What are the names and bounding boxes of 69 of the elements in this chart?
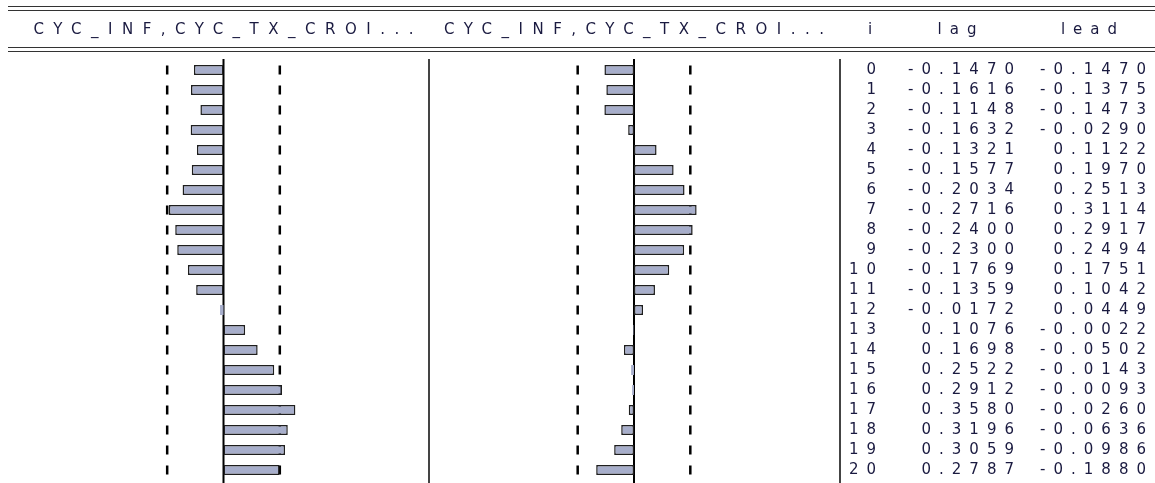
data-label: -0.1359 <box>908 279 1022 298</box>
y-tick-label: 19 <box>848 439 884 458</box>
y-tick-label: 0 <box>866 59 884 78</box>
y-tick-label: 13 <box>848 319 884 338</box>
data-label: -0.2716 <box>908 199 1022 218</box>
y-tick-label: 15 <box>848 359 884 378</box>
y-tick-label: 9 <box>866 239 884 258</box>
data-label: -0.2300 <box>908 239 1022 258</box>
data-label: -0.0636 <box>1040 419 1154 438</box>
data-label: 0.2917 <box>1053 219 1154 238</box>
data-label: 0.2787 <box>921 459 1022 478</box>
data-label: -0.2400 <box>908 219 1022 238</box>
y-tick-label: 17 <box>848 399 884 418</box>
data-label: 0.1122 <box>1053 139 1154 158</box>
data-label: 0.2494 <box>1053 239 1154 258</box>
y-tick-label: 18 <box>848 419 884 438</box>
y-tick-label: 8 <box>866 219 884 238</box>
data-label: 0.3059 <box>921 439 1022 458</box>
data-label: 0.1751 <box>1053 259 1154 278</box>
data-label: 0.1042 <box>1053 279 1154 298</box>
y-tick-label: 2 <box>866 99 884 118</box>
y-axis-title: i <box>867 19 881 38</box>
bar <box>631 365 634 375</box>
data-label: -0.1470 <box>908 59 1022 78</box>
data-label: -0.0986 <box>1040 439 1154 458</box>
data-label: 0.3196 <box>921 419 1022 438</box>
y-tick-label: 7 <box>866 199 884 218</box>
data-label: 0.3580 <box>921 399 1022 418</box>
y-tick-label: 11 <box>848 279 884 298</box>
chart-title: CYC_INF,CYC_TX_CROI... <box>33 19 423 39</box>
y-tick-label: 14 <box>848 339 884 358</box>
data-label: -0.2034 <box>908 179 1022 198</box>
y-tick-label: 3 <box>866 119 884 138</box>
data-label: 0.2513 <box>1053 179 1154 198</box>
data-label: -0.0143 <box>1040 359 1154 378</box>
data-label: -0.0022 <box>1040 319 1154 338</box>
data-label: -0.1148 <box>908 99 1022 118</box>
data-label: -0.1616 <box>908 79 1022 98</box>
data-label: 0.3114 <box>1053 199 1154 218</box>
chart-title: CYC_INF,CYC_TX_CROI... <box>444 19 834 39</box>
y-tick-label: 12 <box>848 299 884 318</box>
data-label: -0.0260 <box>1040 399 1154 418</box>
y-tick-label: 1 <box>866 79 884 98</box>
data-label: -0.0502 <box>1040 339 1154 358</box>
y-tick-label: 20 <box>848 459 884 478</box>
data-label: -0.0172 <box>908 299 1022 318</box>
data-label: -0.1321 <box>908 139 1022 158</box>
data-label: -0.0093 <box>1040 379 1154 398</box>
data-label: -0.1632 <box>908 119 1022 138</box>
y-tick-label: 4 <box>866 139 884 158</box>
data-label: 0.1076 <box>921 319 1022 338</box>
data-label: -0.1577 <box>908 159 1022 178</box>
data-label: 0.0449 <box>1053 299 1154 318</box>
data-label: 0.2912 <box>921 379 1022 398</box>
data-label: -0.1769 <box>908 259 1022 278</box>
text: lag <box>937 19 985 38</box>
data-label: 0.1970 <box>1053 159 1154 178</box>
text: lead <box>1060 19 1126 38</box>
y-tick-label: 6 <box>866 179 884 198</box>
y-tick-label: 5 <box>866 159 884 178</box>
data-label: -0.0290 <box>1040 119 1154 138</box>
data-label: -0.1473 <box>1040 99 1154 118</box>
y-tick-label: 16 <box>848 379 884 398</box>
y-tick-label: 10 <box>848 259 884 278</box>
data-label: 0.1698 <box>921 339 1022 358</box>
data-label: -0.1375 <box>1040 79 1154 98</box>
data-label: -0.1880 <box>1040 459 1154 478</box>
data-label: 0.2522 <box>921 359 1022 378</box>
data-label: -0.1470 <box>1040 59 1154 78</box>
